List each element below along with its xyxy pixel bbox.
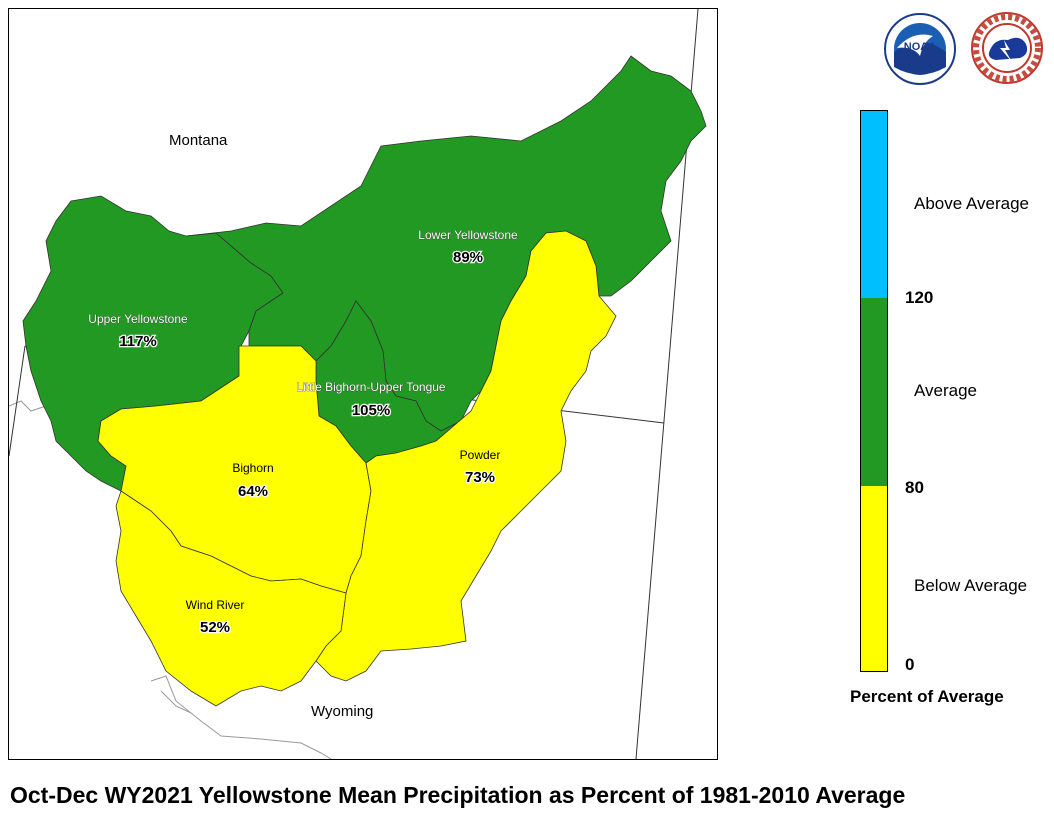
state-label-wyoming: Wyoming <box>311 703 373 720</box>
legend-label-below-average: Below Average <box>914 576 1028 595</box>
basin-map: Montana Wyoming Upper Yellowstone 117% L… <box>9 9 707 759</box>
noaa-logo-icon: NOAA <box>884 13 956 85</box>
legend-tick-0: 0 <box>905 655 915 674</box>
basin-percent-little-bighorn-upper-tongue: 105% <box>352 402 390 419</box>
basin-name-wind-river: Wind River <box>186 598 245 612</box>
noaa-logo-text: NOAA <box>904 41 936 53</box>
basin-percent-lower-yellowstone: 89% <box>453 249 483 266</box>
basin-wind-river[interactable] <box>115 490 347 707</box>
legend-color-bar <box>860 110 888 672</box>
nws-logo-icon <box>971 12 1043 84</box>
page-title: Oct-Dec WY2021 Yellowstone Mean Precipit… <box>10 782 906 808</box>
legend-tick-80: 80 <box>905 478 924 497</box>
state-label-montana: Montana <box>169 132 228 149</box>
legend-tick-120: 120 <box>905 288 934 307</box>
basin-percent-bighorn: 64% <box>238 483 268 500</box>
legend-label-average: Average <box>914 381 978 400</box>
basin-percent-powder: 73% <box>465 469 495 486</box>
legend-swatch-above-average <box>861 111 887 298</box>
basin-name-lower-yellowstone: Lower Yellowstone <box>418 228 518 242</box>
legend-title: Percent of Average <box>850 687 1004 706</box>
map-frame: Montana Wyoming Upper Yellowstone 117% L… <box>8 8 718 760</box>
basin-percent-upper-yellowstone: 117% <box>119 333 157 350</box>
basin-powder[interactable] <box>315 230 617 682</box>
legend-swatch-average <box>861 298 887 486</box>
legend-swatch-below-average <box>861 486 887 671</box>
basin-name-upper-yellowstone: Upper Yellowstone <box>88 312 188 326</box>
basin-name-little-bighorn-upper-tongue: Little Bighorn-Upper Tongue <box>296 380 446 394</box>
basin-percent-wind-river: 52% <box>200 619 230 636</box>
basin-name-bighorn: Bighorn <box>232 461 273 475</box>
legend-label-above-average: Above Average <box>914 194 1029 213</box>
basin-name-powder: Powder <box>460 448 501 462</box>
